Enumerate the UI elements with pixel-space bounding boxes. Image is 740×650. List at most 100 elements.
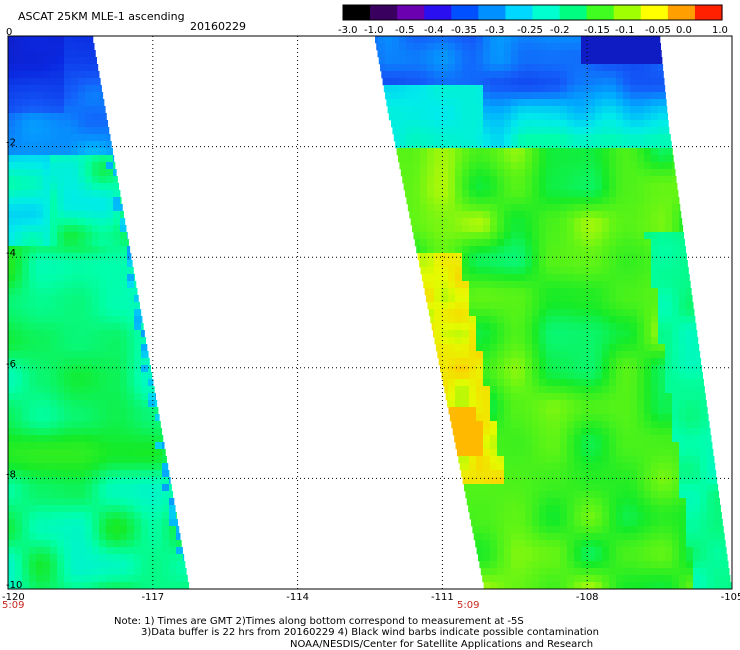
data-cell [504,253,512,261]
data-cell [29,386,37,394]
data-cell [413,50,421,58]
data-cell [455,372,463,380]
data-cell [546,470,554,478]
data-cell [700,407,708,415]
data-cell [476,85,484,93]
data-cell [511,169,519,177]
data-cell [50,134,58,142]
data-cell [567,176,575,184]
data-cell [430,316,435,324]
data-cell [679,456,687,464]
data-cell [518,64,526,72]
data-cell [43,260,51,268]
data-cell [595,505,603,513]
data-cell [423,281,428,289]
data-cell [616,386,624,394]
data-cell [64,393,72,401]
data-cell [504,491,512,499]
data-cell [43,526,51,534]
data-cell [8,260,16,268]
data-cell [518,176,526,184]
data-cell [99,92,104,100]
data-cell [518,400,526,408]
data-cell [29,64,37,72]
data-cell [672,582,680,590]
data-cell [581,379,589,387]
data-cell [462,218,470,226]
data-cell [50,463,58,471]
data-cell [504,575,512,583]
data-cell [588,372,596,380]
data-cell [476,36,484,44]
data-cell [476,365,484,373]
data-cell [539,169,547,177]
data-cell [616,246,624,254]
data-cell [85,421,93,429]
data-cell [413,183,421,191]
data-cell [134,295,139,303]
data-cell [497,358,505,366]
data-cell [707,505,715,513]
data-cell [581,330,589,338]
data-cell [64,162,72,170]
data-cell [441,351,449,359]
data-cell [574,183,582,191]
data-cell [609,484,617,492]
data-cell [155,554,163,562]
data-cell [595,92,603,100]
data-cell [483,575,491,583]
data-cell [127,526,135,534]
data-cell [162,435,164,443]
data-cell [595,288,603,296]
data-cell [658,190,666,198]
data-cell [539,204,547,212]
data-cell [43,358,51,366]
data-cell [623,470,631,478]
data-cell [595,540,603,548]
data-cell [665,568,673,576]
data-cell [29,302,37,310]
data-cell [504,260,512,268]
graticule [8,36,732,589]
data-cell [36,400,44,408]
data-cell [595,106,603,114]
data-cell [602,393,610,401]
data-cell [609,491,617,499]
data-cell [113,323,121,331]
data-cell [92,225,100,233]
data-cell [581,85,589,93]
data-cell [672,281,680,289]
data-cell [483,106,491,114]
data-cell [595,393,603,401]
data-cell [658,211,666,219]
data-cell [392,57,400,65]
data-cell [581,547,589,555]
data-cell [567,197,575,205]
data-cell [15,442,23,450]
data-cell [36,204,44,212]
data-cell [567,582,575,590]
data-cell [392,120,400,128]
data-cell [637,120,645,128]
data-cell [497,225,505,233]
data-cell [141,344,148,352]
data-cell [406,176,414,184]
data-cell [532,302,540,310]
data-cell [658,57,663,65]
data-cell [644,428,652,436]
data-cell [497,505,505,513]
data-cell [518,267,526,275]
data-cell [679,414,687,422]
data-cell [120,323,128,331]
data-cell [616,141,624,149]
data-cell [78,344,86,352]
data-cell [490,204,498,212]
data-cell [8,477,16,485]
data-cell [581,470,589,478]
data-cell [504,218,512,226]
data-cell [616,120,624,128]
data-cell [406,64,414,72]
data-cell [616,470,624,478]
data-cell [714,512,722,520]
data-cell [553,498,561,506]
